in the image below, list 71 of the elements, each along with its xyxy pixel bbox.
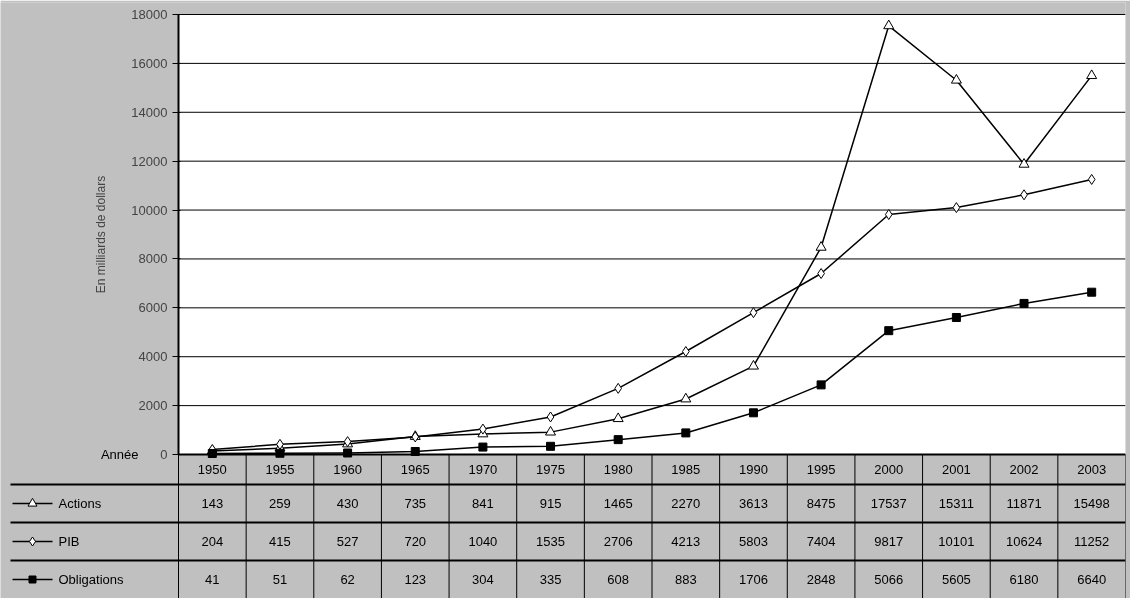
y-tick-label: 6000	[138, 300, 168, 316]
legend-label: Actions	[58, 496, 102, 511]
data-label: 2848	[806, 572, 836, 587]
data-label: 2270	[671, 496, 701, 511]
data-label: 335	[539, 572, 562, 587]
data-label: 10101	[938, 534, 975, 549]
data-label: 883	[674, 572, 697, 587]
data-label: 1706	[739, 572, 768, 587]
x-tick-label: 2002	[1009, 462, 1039, 477]
data-label: 2706	[603, 534, 633, 549]
data-label: 527	[336, 534, 359, 549]
data-label: 51	[272, 572, 288, 587]
data-label: 5605	[941, 572, 971, 587]
data-label: 4213	[671, 534, 701, 549]
data-label: 1535	[536, 534, 565, 549]
data-label: 1465	[603, 496, 633, 511]
data-label: 123	[404, 572, 427, 587]
data-label: 9817	[874, 534, 904, 549]
data-label: 143	[201, 496, 224, 511]
x-tick-label: 2003	[1077, 462, 1107, 477]
x-tick-label: 1965	[400, 462, 430, 477]
data-label: 735	[404, 496, 427, 511]
data-label: 17537	[870, 496, 907, 511]
x-tick-label: 1960	[333, 462, 363, 477]
data-label: 6640	[1077, 572, 1107, 587]
data-label: 8475	[806, 496, 836, 511]
data-label: 11252	[1074, 534, 1110, 549]
x-tick-label: 1980	[603, 462, 633, 477]
data-label: 259	[269, 496, 291, 511]
data-label: 15498	[1073, 496, 1110, 511]
data-label: 915	[539, 496, 562, 511]
data-label: 304	[472, 572, 494, 587]
data-label: 430	[336, 496, 359, 511]
data-label: 6180	[1009, 572, 1039, 587]
data-label: 11871	[1006, 496, 1042, 511]
y-tick-label: 0	[160, 447, 168, 462]
x-tick-label: 2000	[874, 462, 904, 477]
x-tick-label: 1985	[671, 462, 701, 477]
data-label: 62	[340, 572, 355, 587]
legend-label: Obligations	[58, 572, 125, 587]
x-tick-label: 1975	[536, 462, 565, 477]
x-tick-label: 1990	[739, 462, 768, 477]
legend-label: PIB	[58, 534, 80, 549]
x-tick-label: 2001	[941, 462, 971, 477]
data-label: 720	[404, 534, 427, 549]
x-tick-label: 1955	[265, 462, 295, 477]
y-tick-label: 16000	[131, 55, 168, 71]
y-tick-label: 14000	[131, 104, 168, 120]
data-label: 204	[201, 534, 224, 549]
data-label: 841	[472, 496, 494, 511]
y-tick-label: 2000	[138, 398, 168, 414]
data-label: 5066	[874, 572, 904, 587]
text: Année	[100, 447, 139, 462]
data-label: 3613	[739, 496, 768, 511]
data-label: 15311	[938, 496, 974, 511]
y-axis-title: En milliards de dollars	[94, 175, 109, 294]
y-tick-label: 4000	[138, 349, 168, 365]
data-label: 1040	[468, 534, 498, 549]
y-tick-label: 18000	[131, 7, 168, 22]
y-tick-label: 8000	[138, 251, 168, 267]
y-tick-label: 12000	[131, 153, 168, 169]
data-label: 7404	[806, 534, 836, 549]
data-label: 5803	[739, 534, 768, 549]
data-label: 415	[269, 534, 291, 549]
data-label: 608	[607, 572, 630, 587]
x-tick-label: 1950	[197, 462, 227, 477]
x-tick-label: 1970	[468, 462, 498, 477]
y-tick-label: 10000	[131, 202, 168, 218]
data-label: 41	[205, 572, 220, 587]
data-label: 10624	[1005, 534, 1043, 549]
x-tick-label: 1995	[806, 462, 836, 477]
